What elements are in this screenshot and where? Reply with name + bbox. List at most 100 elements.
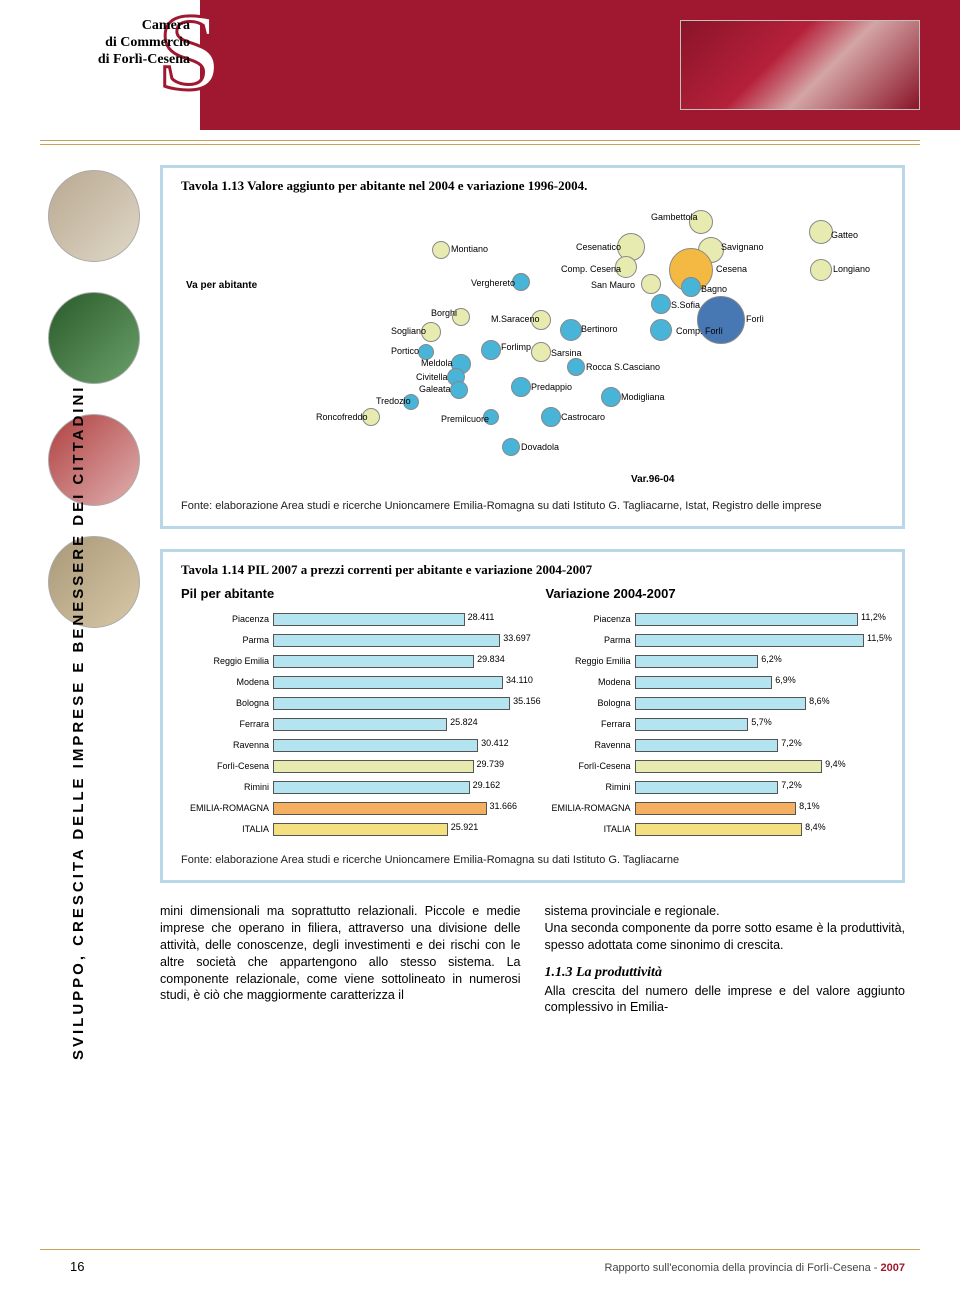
bubble-label: Premilcuore [441,414,489,424]
body-left-text: mini dimensionali ma soprattutto relazio… [160,904,521,1002]
bar-track: 6,2% [635,655,885,668]
bar-value: 8,1% [799,801,820,811]
bubble-label: Dovadola [521,442,559,452]
org-name: Camera di Commercio di Forlì-Cesena [24,18,190,68]
tavola-1-14-title: Tavola 1.14 PIL 2007 a prezzi correnti p… [181,562,884,578]
bar-fill [273,718,447,731]
bar-track: 8,6% [635,697,885,710]
bar-value: 6,2% [761,654,782,664]
org-line2: di Commercio [24,35,190,52]
bubble-label: Forlimp. [501,342,534,352]
right-chart-title: Variazione 2004-2007 [525,586,884,601]
bar-value: 11,5% [867,633,892,643]
bar-category: Piacenza [543,614,635,624]
bar-value: 31.666 [490,801,518,811]
bar-fill [273,697,510,710]
y-axis-label: Va per abitante [186,280,257,291]
bar-category: Parma [181,635,273,645]
bubble-label: Longiano [833,264,870,274]
bar-value: 7,2% [781,738,802,748]
bubble-label: Comp. Forlì [676,326,723,336]
bar-row: EMILIA-ROMAGNA31.666 [181,798,523,818]
pil-per-abitante-chart: Piacenza28.411Parma33.697Reggio Emilia29… [181,609,523,840]
bubble-gatteo [809,220,833,244]
bar-value: 9,4% [825,759,846,769]
bar-fill [273,823,448,836]
bar-track: 33.697 [273,634,523,647]
bar-row: Forlì-Cesena29.739 [181,756,523,776]
bar-row: Forlì-Cesena9,4% [543,756,885,776]
bubble-label: Bagno [701,284,727,294]
tavola-1-14-source: Fonte: elaborazione Area studi e ricerch… [181,854,884,866]
bubble-forl- [697,296,745,344]
bubble-sarsina [531,342,551,362]
bar-value: 28.411 [468,612,495,622]
header-rule2 [40,144,920,145]
bar-row: Parma11,5% [543,630,885,650]
page-number: 16 [70,1259,84,1274]
tavola-1-13-title: Tavola 1.13 Valore aggiunto per abitante… [181,178,884,194]
bubble-chart: Va per abitante Var.96-04 GambettolaGatt… [181,202,884,492]
bar-fill [635,823,803,836]
body-col-right: sistema provinciale e regionale. Una sec… [545,903,906,1016]
bubble-label: Gambettola [651,212,698,222]
bubble-label: Savignano [721,242,764,252]
bar-track: 5,7% [635,718,885,731]
header-photo [680,20,920,110]
bar-category: Parma [543,635,635,645]
bubble-label: Tredozio [376,396,411,406]
bar-row: Rimini7,2% [543,777,885,797]
bar-track: 25.824 [273,718,523,731]
bar-track: 25.921 [273,823,523,836]
bubble-label: Modigliana [621,392,665,402]
bar-value: 25.921 [451,822,479,832]
bubble-label: Cesenatico [576,242,621,252]
bar-row: Bologna35.156 [181,693,523,713]
bubble-bagno [681,277,701,297]
variazione-chart: Piacenza11,2%Parma11,5%Reggio Emilia6,2%… [543,609,885,840]
bubble-label: Castrocaro [561,412,605,422]
bar-track: 6,9% [635,676,885,689]
bar-fill [635,802,797,815]
bar-row: Rimini 29.162 [181,777,523,797]
bar-fill [273,634,500,647]
bubble-label: Forlì [746,314,764,324]
bar-value: 34.110 [506,675,533,685]
bar-category: EMILIA-ROMAGNA [543,803,635,813]
bubble-label: Sogliano [391,326,426,336]
bar-track: 30.412 [273,739,523,752]
header-rule [40,140,920,141]
bar-track: 8,1% [635,802,885,815]
bubble-galeata [450,381,468,399]
side-photo-2 [48,292,140,384]
bar-category: Reggio Emilia [543,656,635,666]
bar-row: Parma33.697 [181,630,523,650]
sidebar-vertical-title: SVILUPPO, CRESCITA DELLE IMPRESE E BENES… [70,385,87,1060]
bar-fill [635,613,859,626]
bar-track: 9,4% [635,760,885,773]
tavola-1-13-card: Tavola 1.13 Valore aggiunto per abitante… [160,165,905,529]
bar-track: 29.834 [273,655,523,668]
bar-row: ITALIA8,4% [543,819,885,839]
footer-text: Rapporto sull'economia della provincia d… [605,1262,906,1274]
bar-category: Rimini [181,782,273,792]
bar-category: Bologna [181,698,273,708]
bubble-label: Bertinoro [581,324,618,334]
bar-charts-wrap: Piacenza28.411Parma33.697Reggio Emilia29… [181,609,884,840]
bubble-label: Verghereto [471,278,515,288]
bubble-label: San Mauro [591,280,635,290]
body-text-columns: mini dimensionali ma soprattutto relazio… [160,903,905,1016]
bar-fill [273,781,470,794]
bar-track: 29.162 [273,781,523,794]
bar-value: 29.162 [473,780,501,790]
bar-category: Forlì-Cesena [181,761,273,771]
x-axis-label: Var.96-04 [631,474,674,485]
bar-row: EMILIA-ROMAGNA 8,1% [543,798,885,818]
bar-category: Piacenza [181,614,273,624]
bubble-label: Meldola [421,358,453,368]
bubble-label: Rocca S.Casciano [586,362,660,372]
tavola-1-14-card: Tavola 1.14 PIL 2007 a prezzi correnti p… [160,549,905,883]
bar-category: Rimini [543,782,635,792]
bar-category: ITALIA [181,824,273,834]
bar-fill [635,676,773,689]
